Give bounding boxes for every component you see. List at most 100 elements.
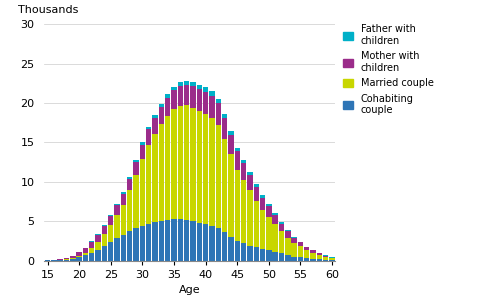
- Bar: [253, 247, 259, 261]
- Bar: [317, 255, 322, 259]
- Bar: [140, 145, 145, 159]
- Bar: [228, 131, 234, 135]
- Bar: [159, 104, 164, 107]
- Bar: [209, 91, 214, 95]
- Bar: [228, 135, 234, 154]
- Bar: [96, 250, 101, 261]
- Bar: [311, 259, 316, 261]
- Bar: [134, 160, 139, 162]
- Bar: [152, 222, 158, 261]
- Bar: [279, 224, 284, 231]
- Bar: [108, 216, 113, 225]
- Bar: [260, 210, 265, 249]
- Bar: [83, 248, 88, 253]
- Bar: [165, 116, 171, 220]
- Bar: [311, 253, 316, 259]
- Bar: [152, 118, 158, 134]
- Bar: [235, 152, 240, 170]
- X-axis label: Age: Age: [179, 285, 201, 295]
- Bar: [253, 187, 259, 201]
- Bar: [108, 242, 113, 261]
- Bar: [108, 225, 113, 242]
- Bar: [83, 255, 88, 261]
- Bar: [266, 217, 272, 250]
- Bar: [177, 82, 183, 86]
- Bar: [241, 243, 246, 261]
- Bar: [102, 226, 107, 234]
- Bar: [215, 99, 221, 103]
- Bar: [51, 260, 57, 261]
- Bar: [298, 241, 303, 242]
- Bar: [190, 82, 196, 86]
- Bar: [114, 238, 120, 261]
- Bar: [102, 225, 107, 226]
- Bar: [215, 103, 221, 125]
- Bar: [228, 237, 234, 261]
- Bar: [134, 228, 139, 261]
- Bar: [247, 172, 252, 175]
- Bar: [311, 250, 316, 251]
- Bar: [215, 228, 221, 261]
- Bar: [121, 235, 126, 261]
- Bar: [203, 92, 209, 114]
- Bar: [159, 124, 164, 221]
- Bar: [171, 109, 176, 219]
- Bar: [304, 258, 310, 261]
- Bar: [260, 195, 265, 198]
- Bar: [279, 222, 284, 224]
- Bar: [190, 86, 196, 108]
- Bar: [291, 257, 297, 261]
- Bar: [76, 257, 82, 261]
- Bar: [190, 221, 196, 261]
- Bar: [279, 254, 284, 261]
- Bar: [253, 201, 259, 247]
- Bar: [317, 254, 322, 255]
- Bar: [89, 248, 95, 253]
- Bar: [177, 86, 183, 106]
- Bar: [222, 139, 227, 232]
- Bar: [127, 177, 133, 179]
- Bar: [241, 160, 246, 163]
- Bar: [171, 90, 176, 109]
- Bar: [247, 175, 252, 191]
- Bar: [146, 127, 151, 129]
- Bar: [121, 192, 126, 194]
- Legend: Father with
children, Mother with
children, Married couple, Cohabiting
couple: Father with children, Mother with childr…: [343, 24, 433, 115]
- Bar: [266, 204, 272, 206]
- Bar: [177, 219, 183, 261]
- Bar: [127, 231, 133, 261]
- Bar: [114, 205, 120, 215]
- Bar: [70, 256, 75, 258]
- Bar: [317, 259, 322, 261]
- Bar: [203, 114, 209, 224]
- Bar: [83, 253, 88, 255]
- Bar: [209, 95, 214, 118]
- Bar: [260, 198, 265, 210]
- Bar: [134, 162, 139, 175]
- Bar: [152, 134, 158, 222]
- Bar: [291, 243, 297, 257]
- Bar: [285, 230, 290, 231]
- Bar: [96, 242, 101, 250]
- Bar: [197, 85, 202, 89]
- Bar: [222, 232, 227, 261]
- Bar: [197, 223, 202, 261]
- Bar: [76, 252, 82, 256]
- Bar: [253, 184, 259, 187]
- Bar: [291, 238, 297, 243]
- Bar: [260, 249, 265, 261]
- Bar: [70, 259, 75, 261]
- Bar: [114, 215, 120, 238]
- Bar: [235, 241, 240, 261]
- Bar: [127, 179, 133, 191]
- Bar: [184, 105, 189, 220]
- Bar: [140, 226, 145, 261]
- Bar: [329, 260, 335, 261]
- Bar: [184, 81, 189, 85]
- Bar: [190, 108, 196, 221]
- Bar: [285, 231, 290, 238]
- Bar: [197, 111, 202, 223]
- Bar: [304, 247, 310, 250]
- Bar: [215, 125, 221, 228]
- Bar: [127, 191, 133, 231]
